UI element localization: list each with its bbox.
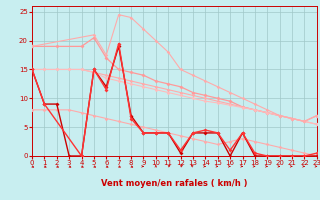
- X-axis label: Vent moyen/en rafales ( km/h ): Vent moyen/en rafales ( km/h ): [101, 179, 248, 188]
